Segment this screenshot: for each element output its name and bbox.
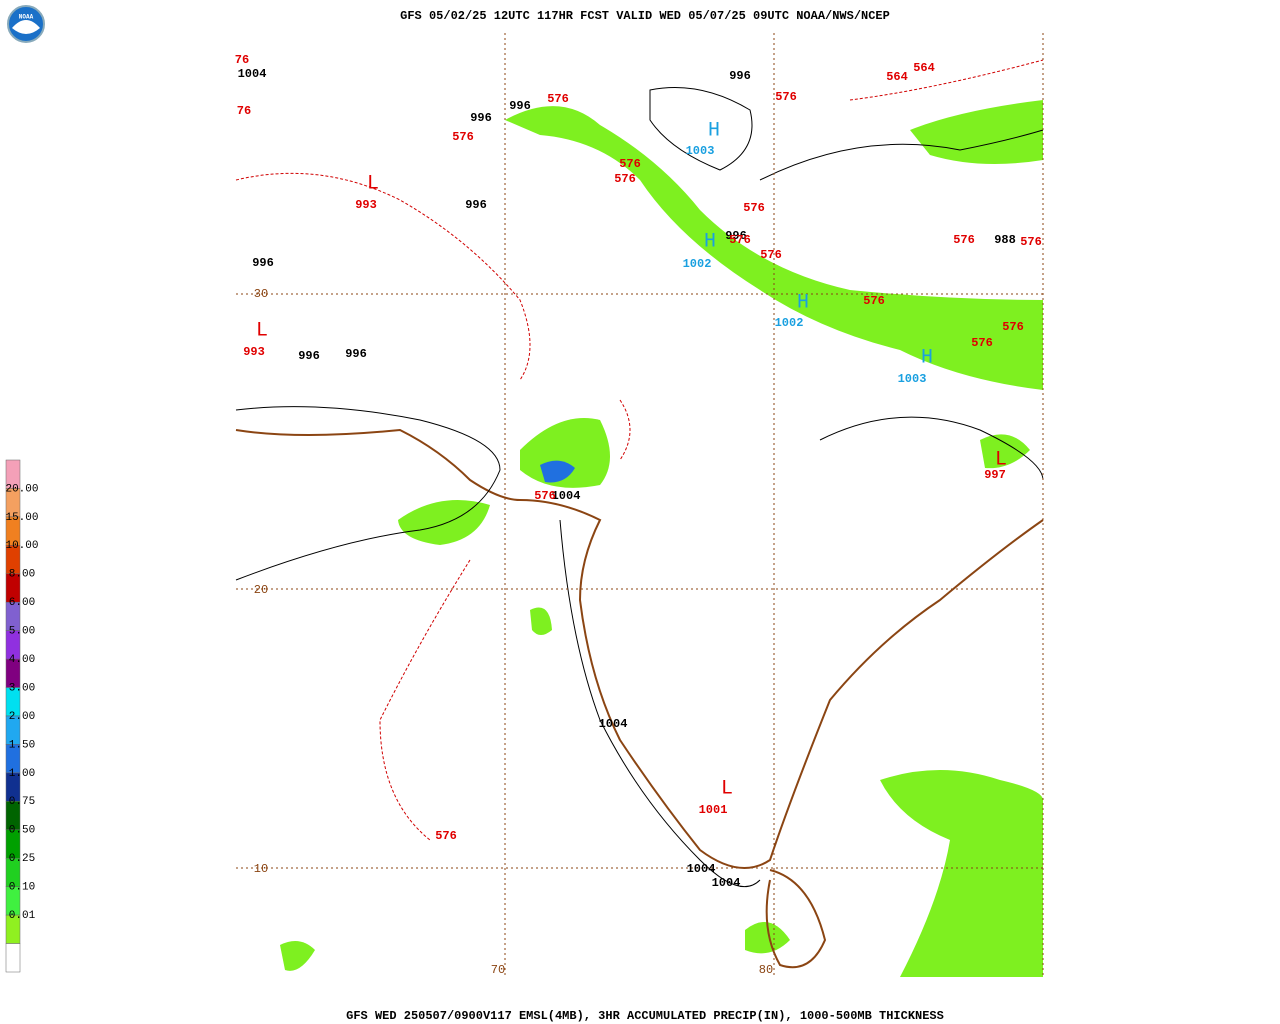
legend-label: 0.01 [9, 910, 36, 922]
pressure-label: 1004 [238, 67, 267, 81]
pressure-label: 1004 [552, 489, 581, 503]
thickness-label: 576 [971, 336, 993, 350]
grid-label: 70 [491, 963, 505, 977]
logo: NOAA [7, 5, 45, 43]
legend-label: 1.00 [9, 768, 35, 780]
pressure-label: 996 [725, 229, 747, 243]
thickness-label: 576 [760, 248, 782, 262]
grid-label: 10 [254, 862, 268, 876]
pressure-label: 1004 [712, 876, 741, 890]
low-value: 993 [355, 198, 377, 212]
coastlines [235, 428, 1044, 969]
pressure-label: 996 [298, 349, 320, 363]
legend-label: 6.00 [9, 597, 35, 609]
thickness-label: 576 [435, 829, 457, 843]
legend-swatch [5, 943, 21, 973]
low-symbol: L [721, 777, 733, 800]
low-symbol: L [367, 172, 379, 195]
thickness-label: 576 [452, 130, 474, 144]
high-symbol: H [704, 230, 716, 253]
low-value: 997 [984, 468, 1006, 482]
thickness-label: 576 [1020, 235, 1042, 249]
high-symbol: H [797, 291, 809, 314]
pressure-label: 996 [509, 99, 531, 113]
low-value: 993 [243, 345, 265, 359]
legend-label: 1.50 [9, 739, 35, 751]
legend-label: 4.00 [9, 654, 35, 666]
legend-label: 0.75 [9, 796, 35, 808]
high-symbol: H [708, 119, 720, 142]
pressure-label: 996 [470, 111, 492, 125]
legend-label: 8.00 [9, 569, 35, 581]
pressure-label: 1004 [599, 717, 628, 731]
thickness-label: 576 [729, 233, 751, 247]
high-value: 1002 [683, 257, 712, 271]
map-footer: GFS WED 250507/0900V117 EMSL(4MB), 3HR A… [346, 1009, 944, 1023]
map-title: GFS 05/02/25 12UTC 117HR FCST VALID WED … [400, 9, 890, 23]
grid-label: 20 [254, 583, 268, 597]
thickness-label: 576 [547, 92, 569, 106]
high-value: 1002 [775, 316, 804, 330]
legend: 20.00 15.00 10.00 8.00 6.00 5.00 4.00 3.00 2.00 1… [5, 459, 39, 973]
legend-label: 0.25 [9, 853, 35, 865]
legend-label: 0.50 [9, 825, 35, 837]
thickness-label: 564 [886, 70, 908, 84]
precip-areas [280, 100, 1043, 977]
low-value: 1001 [699, 803, 728, 817]
low-symbol: L [995, 448, 1007, 471]
thickness-label: 576 [743, 201, 765, 215]
thickness-label: 76 [235, 53, 249, 67]
legend-label: 3.00 [9, 682, 35, 694]
pressure-label: 1004 [687, 862, 716, 876]
legend-label: 20.00 [5, 483, 38, 495]
thickness-label: 576 [614, 172, 636, 186]
grid-label: 80 [759, 963, 773, 977]
legend-label: 2.00 [9, 711, 35, 723]
legend-label: 10.00 [5, 540, 38, 552]
pressure-label: 996 [465, 198, 487, 212]
lat-lon-grid [236, 33, 1044, 977]
high-value: 1003 [898, 372, 927, 386]
logo-text: NOAA [19, 14, 34, 21]
thickness-label: 576 [619, 157, 641, 171]
legend-label: 0.10 [9, 882, 35, 894]
high-symbol: H [921, 346, 933, 369]
thickness-label: 564 [913, 61, 935, 75]
thickness-label: 576 [1002, 320, 1024, 334]
thickness-label: 576 [534, 489, 556, 503]
pressure-label: 996 [345, 347, 367, 361]
isobars [235, 87, 1044, 888]
thickness-contours [235, 59, 1044, 841]
pressure-label: 988 [994, 233, 1016, 247]
thickness-label: 76 [237, 104, 251, 118]
thickness-label: 576 [953, 233, 975, 247]
legend-label: 5.00 [9, 626, 35, 638]
pressure-label: 996 [252, 256, 274, 270]
thickness-label: 576 [863, 294, 885, 308]
thickness-label: 576 [775, 90, 797, 104]
legend-label: 15.00 [5, 512, 38, 524]
grid-label: 30 [254, 287, 268, 301]
high-value: 1003 [686, 144, 715, 158]
pressure-label: 996 [729, 69, 751, 83]
low-symbol: L [256, 319, 268, 342]
